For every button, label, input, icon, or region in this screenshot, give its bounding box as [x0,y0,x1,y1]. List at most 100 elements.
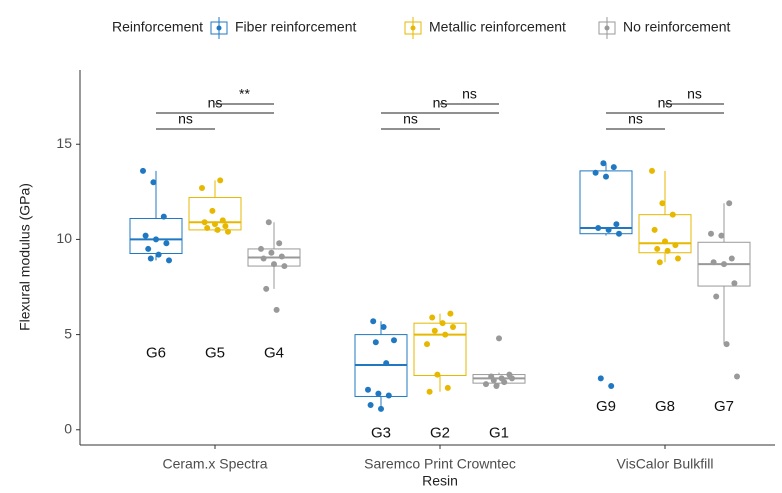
point [597,375,604,382]
legend-label: Fiber reinforcement [235,19,356,35]
point [271,261,277,268]
point [659,200,666,207]
group-label: G6 [146,345,166,362]
point [217,177,224,184]
point [592,169,599,176]
point [718,232,725,239]
significance-label: ns [687,86,702,102]
y-axis-label: Flexural modulus (GPa) [17,183,33,331]
point [204,224,211,231]
point [222,223,229,230]
significance-label: ns [403,111,418,127]
x-tick-label: Saremco Print Crowntec [364,456,516,472]
point [675,255,681,262]
point [444,384,451,391]
point [163,240,170,247]
point [201,219,208,226]
x-tick-label: VisCalor Bulkfill [617,456,714,472]
point [509,375,515,382]
point [600,160,607,167]
point [268,249,275,256]
point [669,211,676,218]
point [721,261,727,268]
group-label: G1 [489,425,509,442]
point [483,381,489,388]
point [378,405,384,412]
point [493,382,500,389]
point [276,240,283,247]
point [155,251,162,258]
point [501,379,508,386]
point [651,226,658,233]
point [731,280,738,287]
point [595,224,602,231]
point [656,259,663,266]
point [649,167,655,174]
point [708,230,714,237]
point [616,230,622,237]
point [391,337,397,344]
point [385,392,392,399]
point [380,323,387,330]
legend-label: No reinforcement [623,19,730,35]
box [129,217,183,255]
point [496,335,502,342]
point [605,226,612,233]
point [265,219,272,226]
point [225,228,231,235]
point [424,341,430,348]
significance-label: ns [462,86,477,102]
significance-label: ns [658,95,673,111]
point [434,371,441,378]
point [367,402,374,409]
group-label: G3 [371,425,391,442]
point [209,207,216,214]
point [260,255,267,262]
point [365,386,371,393]
point [147,255,154,262]
point [654,245,661,252]
legend-label: Metallic reinforcement [429,19,566,35]
point [490,377,497,384]
group-label: G7 [714,398,734,415]
legend-key [410,25,416,31]
y-tick-label: 15 [56,135,72,151]
point [664,247,671,254]
point [199,185,205,192]
point [429,314,436,321]
group-label: G9 [596,398,616,415]
point [726,200,733,207]
group-label: G4 [264,345,284,362]
box [579,170,633,235]
point [450,323,456,330]
point [150,179,157,186]
point [442,331,449,338]
point [447,310,454,317]
point [145,245,152,252]
point [142,232,149,239]
point [613,221,620,228]
group-label: G8 [655,398,675,415]
significance-label: ns [433,95,448,111]
point [160,213,167,220]
y-tick-label: 0 [64,420,72,436]
point [153,236,159,243]
point [214,226,221,233]
point [258,245,264,252]
point [734,373,740,380]
point [610,164,617,171]
group-label: G2 [430,425,450,442]
y-tick-label: 10 [56,230,72,246]
point [166,257,172,264]
legend-key [216,25,222,31]
point [426,388,433,395]
group-label: G5 [205,345,225,362]
y-tick-label: 5 [64,325,72,341]
point [608,382,615,389]
point [662,238,668,245]
significance-label: ns [628,111,643,127]
point [431,327,438,334]
point [212,221,218,228]
significance-label: ns [178,111,193,127]
